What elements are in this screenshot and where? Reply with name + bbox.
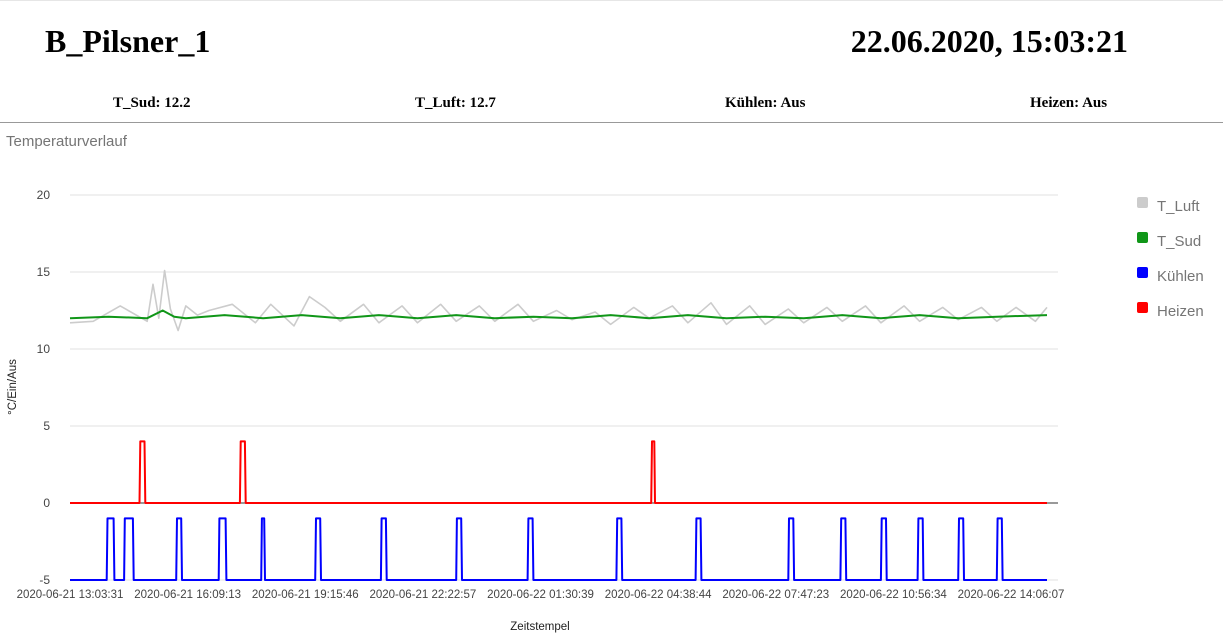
x-tick-label: 2020-06-21 22:22:57 <box>369 589 476 601</box>
temperature-chart: 20 15 10 5 0 -5 2020-06-21 13:03:31 2020-06-21 … <box>7 188 1204 633</box>
status-label: T_Luft <box>415 95 470 111</box>
top-border-line <box>0 0 1223 1</box>
x-tick-label: 2020-06-22 10:56:34 <box>840 589 947 601</box>
legend-swatch-t-sud <box>1137 232 1148 243</box>
legend-swatch-kuehlen <box>1137 267 1148 278</box>
series-line-kuehlen <box>70 517 1047 581</box>
status-kuehlen: KühlenAus <box>725 94 805 112</box>
y-tick-label: -5 <box>39 573 50 587</box>
status-label: T_Sud <box>113 95 164 111</box>
y-tick-label: 0 <box>43 496 50 510</box>
legend-label-kuehlen: Kühlen <box>1157 268 1204 285</box>
series-line-heizen <box>70 440 1047 504</box>
chart-title: Temperaturverlauf <box>6 133 127 150</box>
x-axis-label: Zeitstempel <box>510 621 569 633</box>
header-divider <box>0 122 1223 123</box>
status-value: Aus <box>780 95 806 111</box>
x-tick-label: 2020-06-22 07:47:23 <box>722 589 829 601</box>
status-heizen: HeizenAus <box>1030 94 1107 112</box>
y-tick-label: 15 <box>37 265 51 279</box>
y-tick-label: 20 <box>37 188 51 202</box>
status-t-luft: T_Luft12.7 <box>415 94 496 112</box>
page-title: B_Pilsner_1 <box>45 23 211 59</box>
legend-label-t-luft: T_Luft <box>1157 198 1200 215</box>
status-value: Aus <box>1082 95 1108 111</box>
status-t-sud: T_Sud12.2 <box>113 94 191 112</box>
x-tick-label: 2020-06-21 19:15:46 <box>252 589 359 601</box>
status-value: 12.7 <box>469 95 496 111</box>
y-tick-label: 5 <box>43 419 50 433</box>
legend-label-heizen: Heizen <box>1157 303 1204 320</box>
status-value: 12.2 <box>164 95 191 111</box>
x-tick-label: 2020-06-22 01:30:39 <box>487 589 594 601</box>
x-tick-label: 2020-06-21 16:09:13 <box>134 589 241 601</box>
x-tick-label: 2020-06-22 04:38:44 <box>605 589 712 601</box>
x-tick-label: 2020-06-21 13:03:31 <box>17 589 124 601</box>
legend-swatch-heizen <box>1137 302 1148 313</box>
x-tick-label: 2020-06-22 14:06:07 <box>958 589 1065 601</box>
series-line-t-luft <box>69 269 1048 332</box>
current-datetime: 22.06.2020, 15:03:21 <box>850 23 1128 59</box>
status-label: Heizen <box>1030 95 1082 111</box>
status-label: Kühlen <box>725 95 780 111</box>
y-axis-label: °C/Ein/Aus <box>7 359 19 415</box>
legend-label-t-sud: T_Sud <box>1157 233 1201 250</box>
legend-swatch-t-luft <box>1137 197 1148 208</box>
y-tick-label: 10 <box>37 342 51 356</box>
series-line-t-sud <box>69 309 1048 320</box>
